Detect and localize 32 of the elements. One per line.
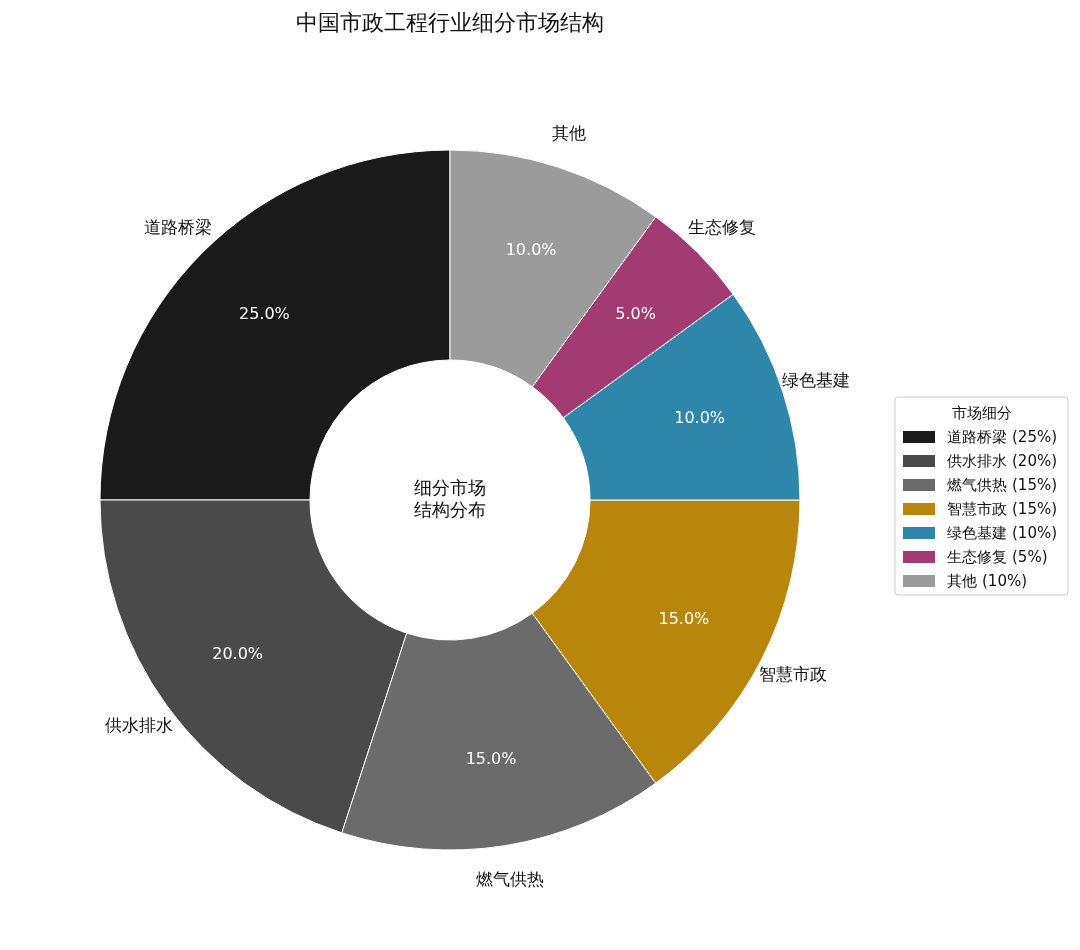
slice-label: 供水排水 xyxy=(104,715,173,736)
data-label: 10.0% xyxy=(505,239,557,259)
chart-title: 中国市政工程行业细分市场结构 xyxy=(296,10,604,35)
slice-label: 道路桥梁 xyxy=(143,216,212,237)
text: 细分市场结构分布 xyxy=(414,477,486,520)
legend-title: 市场细分 xyxy=(951,403,1012,422)
legend-label: 其他 xyxy=(947,571,977,590)
slice-label: 智慧市政 xyxy=(759,663,828,684)
text: (25%) xyxy=(1012,427,1058,446)
data-label: 25.0% xyxy=(238,303,290,323)
data-label: 20.0% xyxy=(212,643,264,663)
legend-label: 生态修复 xyxy=(947,547,1007,566)
text: (20%) xyxy=(1012,451,1058,470)
data-label: 15.0% xyxy=(658,608,710,628)
legend-label: 燃气供热 xyxy=(947,475,1007,494)
slice-label: 其他 xyxy=(551,122,586,143)
text: (5%) xyxy=(1012,547,1048,566)
data-label: 5.0% xyxy=(615,303,656,323)
slice-label: 绿色基建 xyxy=(782,370,851,391)
text: (10%) xyxy=(1012,523,1058,542)
slice-label: 燃气供热 xyxy=(476,869,545,890)
legend-label: 智慧市政 xyxy=(947,499,1007,518)
legend-label: 绿色基建 xyxy=(947,523,1007,542)
slice-label: 生态修复 xyxy=(688,216,757,237)
data-label: 10.0% xyxy=(674,408,726,428)
text: (15%) xyxy=(1012,499,1058,518)
text: (10%) xyxy=(982,571,1028,590)
slice: 供水排水 20.0% xyxy=(99,499,408,834)
legend-label: 道路桥梁 xyxy=(947,427,1007,446)
legend-label: 供水排水 xyxy=(947,451,1007,470)
data-label: 15.0% xyxy=(465,748,517,768)
text: (15%) xyxy=(1012,475,1058,494)
